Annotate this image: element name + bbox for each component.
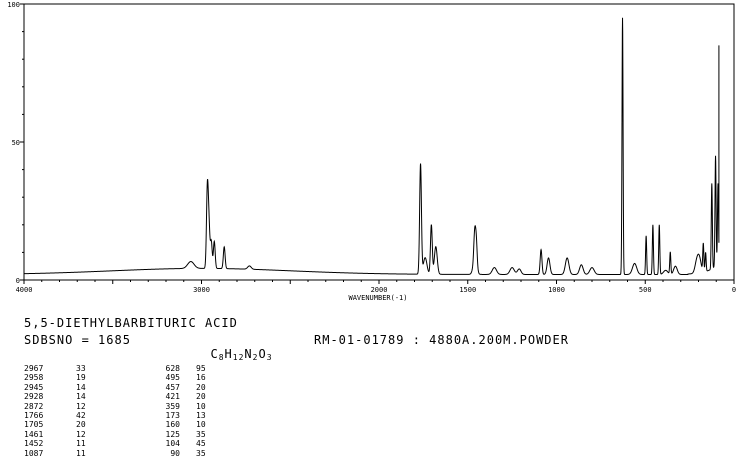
table-row: 104 (165, 439, 180, 449)
x-tick-label: 2000 (371, 286, 388, 294)
axis-ticks (20, 3, 735, 284)
table-row: 421 (165, 392, 180, 402)
table-row: 1087 (24, 448, 44, 458)
table-row: 33 (76, 364, 86, 373)
y-tick-label: 50 (12, 139, 20, 147)
formula-o: O (258, 347, 267, 361)
table-row: 20 (76, 420, 86, 430)
x-tick-label: 3000 (193, 286, 210, 294)
table-row: 2967 (24, 364, 44, 373)
formula-h: H (224, 347, 233, 361)
sdbs-number: SDBSNO = 1685 (24, 333, 131, 347)
table-row: 1452 (24, 439, 44, 449)
table-row: 45 (196, 439, 206, 449)
x-tick-label: 0 (732, 286, 736, 294)
table-row: 10 (196, 420, 206, 430)
peak-table-col2-wavenumbers: 628 495 457 421 359 173 160 125 104 90 (142, 364, 180, 458)
formula-h-count: 12 (232, 353, 245, 362)
x-axis-label: WAVENUMBER(-1) (348, 294, 407, 302)
table-row: 13 (196, 410, 206, 420)
peak-table-col1-wavenumbers: 2967 2958 2945 2928 2872 1766 1705 1461 … (24, 364, 43, 458)
table-row: 1705 (24, 420, 44, 430)
table-row: 20 (196, 392, 206, 402)
table-row: 90 (170, 448, 180, 458)
table-row: 11 (76, 439, 86, 449)
table-row: 2958 (24, 373, 44, 383)
table-row: 20 (196, 382, 206, 392)
plot-frame (23, 3, 735, 281)
table-row: 16 (196, 373, 206, 383)
y-tick-label: 100 (7, 1, 20, 9)
spectrum-line (23, 17, 720, 275)
table-row: 160 (165, 420, 180, 430)
table-row: 1461 (24, 429, 44, 439)
table-row: 12 (76, 429, 86, 439)
table-row: 42 (76, 410, 86, 420)
table-row: 19 (76, 373, 86, 383)
table-row: 35 (196, 429, 206, 439)
formula-n: N (244, 347, 253, 361)
peak-table-col2-intensities: 95 16 20 20 10 13 10 35 45 35 (196, 364, 206, 458)
table-row: 2945 (24, 382, 44, 392)
table-row: 10 (196, 401, 206, 411)
compound-name: 5,5-DIETHYLBARBITURIC ACID (24, 316, 238, 330)
formula-n-count: 2 (252, 353, 259, 362)
table-row: 628 (165, 364, 180, 373)
sample-info: RM-01-01789 : 4880A.200M.POWDER (314, 333, 569, 347)
table-row: 35 (196, 448, 206, 458)
table-row: 95 (196, 364, 206, 373)
table-row: 2872 (24, 401, 44, 411)
table-row: 1766 (24, 410, 44, 420)
table-row: 457 (165, 382, 180, 392)
peak-table-col1-intensities: 33 19 14 14 12 42 20 12 11 11 (76, 364, 86, 458)
formula-c: C (210, 347, 219, 361)
table-row: 2928 (24, 392, 44, 402)
molecular-formula: C8H12N2O3 (194, 333, 273, 362)
table-row: 11 (76, 448, 86, 458)
table-row: 14 (76, 382, 86, 392)
table-row: 495 (165, 373, 180, 383)
formula-c-count: 8 (218, 353, 225, 362)
x-tick-label: 4000 (16, 286, 33, 294)
x-tick-labels: 4000 3000 2000 1500 1000 500 0 (16, 286, 737, 294)
table-row: 359 (165, 401, 180, 411)
table-row: 173 (165, 410, 180, 420)
y-tick-label: 0 (16, 277, 20, 285)
x-tick-label: 500 (639, 286, 652, 294)
x-tick-label: 1000 (548, 286, 565, 294)
table-row: 125 (165, 429, 180, 439)
formula-o-count: 3 (266, 353, 273, 362)
y-tick-labels: 100 50 0 (7, 1, 20, 285)
table-row: 14 (76, 392, 86, 402)
table-row: 12 (76, 401, 86, 411)
x-tick-label: 1500 (459, 286, 476, 294)
